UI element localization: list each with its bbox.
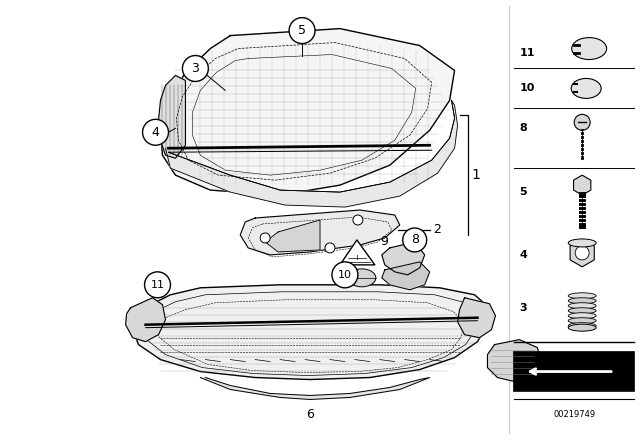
Text: 3: 3 <box>191 62 199 75</box>
Circle shape <box>289 17 315 43</box>
FancyBboxPatch shape <box>515 352 634 392</box>
Circle shape <box>145 272 170 298</box>
Text: 4: 4 <box>152 126 159 139</box>
Polygon shape <box>265 220 320 252</box>
Circle shape <box>325 243 335 253</box>
Ellipse shape <box>568 298 596 304</box>
Ellipse shape <box>568 324 596 331</box>
Text: 00219749: 00219749 <box>553 410 595 419</box>
Circle shape <box>332 262 358 288</box>
Text: !: ! <box>355 255 358 261</box>
Text: 10: 10 <box>520 83 535 94</box>
Circle shape <box>353 215 363 225</box>
Ellipse shape <box>568 239 596 247</box>
Polygon shape <box>340 240 375 265</box>
Ellipse shape <box>348 269 376 287</box>
Polygon shape <box>382 242 425 275</box>
Text: 11: 11 <box>520 47 535 57</box>
Ellipse shape <box>568 323 596 329</box>
Text: 2: 2 <box>433 224 440 237</box>
Ellipse shape <box>568 308 596 314</box>
Polygon shape <box>458 298 495 338</box>
Ellipse shape <box>572 78 601 99</box>
Circle shape <box>182 56 209 82</box>
Text: 8: 8 <box>411 233 419 246</box>
Circle shape <box>260 233 270 243</box>
Circle shape <box>575 246 589 260</box>
Polygon shape <box>200 378 429 400</box>
Text: 3: 3 <box>520 303 527 313</box>
Text: 5: 5 <box>298 24 306 37</box>
Text: 9: 9 <box>380 236 388 249</box>
Polygon shape <box>166 100 458 207</box>
Ellipse shape <box>568 318 596 324</box>
Text: 11: 11 <box>150 280 164 290</box>
Text: 4: 4 <box>520 250 527 260</box>
Polygon shape <box>161 29 454 195</box>
Text: 1: 1 <box>472 168 481 182</box>
Ellipse shape <box>572 38 607 60</box>
Text: 8: 8 <box>520 123 527 134</box>
Polygon shape <box>240 210 400 255</box>
Polygon shape <box>382 262 429 290</box>
Ellipse shape <box>568 313 596 319</box>
Polygon shape <box>159 75 186 158</box>
Text: 7: 7 <box>557 355 565 368</box>
Circle shape <box>403 228 427 252</box>
Circle shape <box>143 119 168 145</box>
Ellipse shape <box>568 303 596 309</box>
Ellipse shape <box>568 293 596 299</box>
Polygon shape <box>125 298 166 342</box>
Text: 5: 5 <box>520 187 527 197</box>
Polygon shape <box>132 285 490 379</box>
Polygon shape <box>488 340 541 382</box>
Text: 6: 6 <box>306 408 314 421</box>
Text: 10: 10 <box>338 270 352 280</box>
Circle shape <box>574 114 590 130</box>
